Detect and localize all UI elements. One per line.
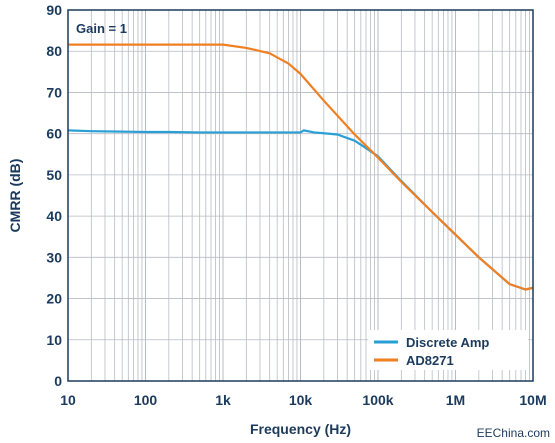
y-tick-label: 50	[46, 167, 62, 183]
y-tick-label: 80	[46, 43, 62, 59]
y-tick-label: 0	[54, 373, 62, 389]
watermark-text: EEChina.com	[477, 426, 550, 440]
series-line-ad8271	[68, 43, 534, 291]
x-tick-label: 10M	[519, 392, 546, 408]
y-tick-label: 70	[46, 84, 62, 100]
x-tick-label: 10	[60, 392, 76, 408]
x-tick-label: 100k	[362, 392, 393, 408]
x-tick-label: 10k	[289, 392, 313, 408]
legend-label-ad8271: AD8271	[406, 353, 454, 368]
x-tick-label: 100	[134, 392, 158, 408]
grid-lines	[67, 9, 533, 382]
y-tick-label: 30	[46, 249, 62, 265]
y-axis-title: CMRR (dB)	[7, 159, 23, 233]
y-tick-label: 60	[46, 126, 62, 142]
legend-label-discrete-amp: Discrete Amp	[406, 335, 489, 350]
y-tick-label: 20	[46, 291, 62, 307]
x-tick-label: 1k	[215, 392, 231, 408]
y-tick-labels: 0 10 20 30 40 50 60 70 80 90	[46, 2, 62, 389]
x-axis-title: Frequency (Hz)	[250, 421, 351, 437]
x-tick-label: 1M	[446, 392, 465, 408]
series-lines	[67, 43, 534, 291]
y-tick-label: 10	[46, 332, 62, 348]
legend-box	[368, 330, 528, 370]
x-tick-labels: 10 100 1k 10k 100k 1M 10M	[60, 392, 546, 408]
y-tick-label: 40	[46, 208, 62, 224]
gain-annotation: Gain = 1	[76, 21, 127, 36]
plot-frame	[67, 9, 534, 382]
legend: Discrete Amp AD8271	[368, 330, 528, 370]
y-tick-label: 90	[46, 2, 62, 18]
